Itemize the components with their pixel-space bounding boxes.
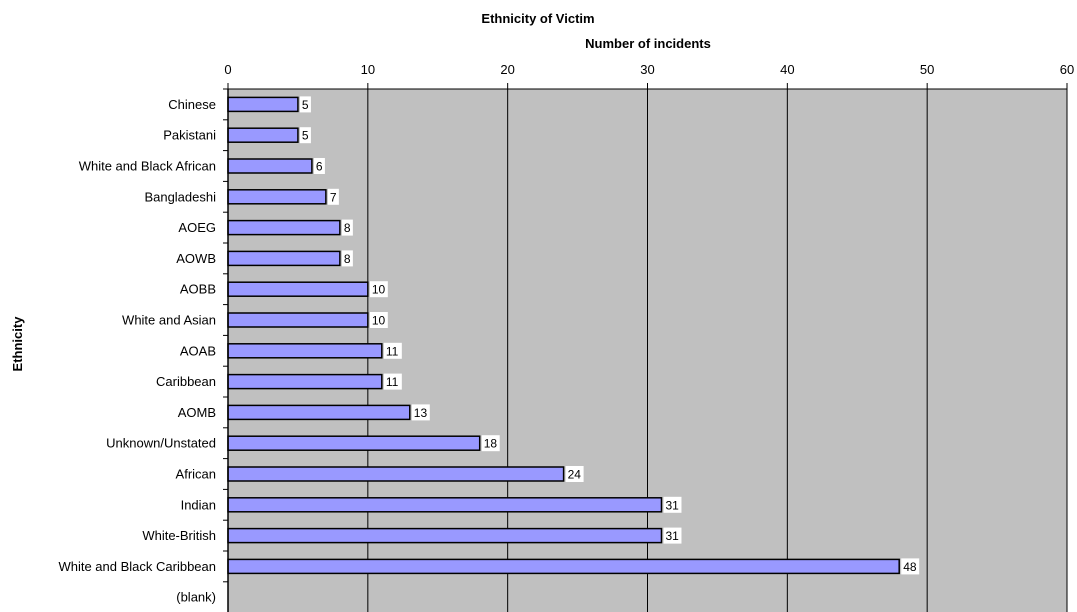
data-label: 10 [372,283,386,297]
category-label: (blank) [176,590,216,605]
data-label-bg [341,219,353,236]
x-tick-label: 50 [920,62,934,77]
data-label-bg [369,312,388,328]
data-label-bg [299,96,311,113]
x-axis-title: Number of incidents [585,36,711,51]
data-label: 11 [386,344,399,358]
category-label: African [176,467,216,482]
data-label-bg [299,127,311,144]
category-label: AOAB [180,343,216,358]
category-label: AOWB [176,251,216,266]
category-label: AOMB [178,405,216,420]
data-label: 24 [568,468,582,482]
bar [227,558,900,575]
data-label-bg [663,527,682,544]
bar [227,281,369,297]
x-tick-label: 0 [224,62,231,77]
data-label: 6 [316,160,323,174]
data-label: 13 [414,406,428,420]
category-label: Chinese [168,97,216,112]
bar [227,312,369,328]
category-label: White and Asian [122,313,216,328]
bar [227,373,383,390]
x-tick-label: 20 [500,62,514,77]
data-label: 31 [665,498,679,512]
data-label: 48 [903,560,917,574]
data-label-bg [901,558,920,575]
data-label-bg [369,281,388,298]
x-tick-label: 40 [780,62,794,77]
category-label: Pakistani [163,128,216,143]
bar [227,250,341,267]
chart-title: Ethnicity of Victim [481,11,594,26]
data-label-bg [411,404,430,421]
category-label: White and Black Caribbean [58,559,216,574]
bar [227,219,341,236]
category-label: White-British [142,528,216,543]
data-label: 11 [386,375,399,389]
category-label: AOBB [180,282,216,297]
data-label: 10 [372,314,386,328]
x-tick-label: 60 [1060,62,1074,77]
bar [227,435,481,451]
data-label-bg [481,435,500,452]
bar [227,96,299,113]
bar [227,404,411,421]
bar [227,158,313,174]
data-label: 7 [330,190,337,204]
x-tick-label: 30 [640,62,654,77]
data-label-bg [383,373,402,390]
category-label: Indian [181,497,216,512]
x-tick-label: 10 [361,62,375,77]
data-label-bg [565,466,584,482]
data-label: 18 [484,437,498,451]
data-label: 8 [344,252,351,266]
data-label: 5 [302,129,309,143]
data-label: 31 [665,529,679,543]
data-label-bg [341,250,353,267]
data-label-bg [383,342,402,359]
data-label: 8 [344,221,351,235]
category-label: White and Black African [79,159,216,174]
data-label: 5 [302,98,309,112]
axes: 0 10 20 30 40 50 60 Chinese Pakistani White and B… [58,62,1074,612]
category-label: Bangladeshi [144,189,216,204]
category-label: Unknown/Unstated [106,436,216,451]
bar [227,343,383,359]
bar [227,527,663,544]
bar [227,497,663,513]
bar [227,189,327,205]
data-label-bg [313,158,325,174]
category-label: Caribbean [156,374,216,389]
bar [227,127,299,143]
bar [227,466,565,482]
y-axis-title: Ethnicity [10,316,25,372]
data-label-bg [663,496,682,513]
data-label-bg [327,188,339,205]
category-label: AOEG [178,220,216,235]
gridlines [367,89,1068,612]
